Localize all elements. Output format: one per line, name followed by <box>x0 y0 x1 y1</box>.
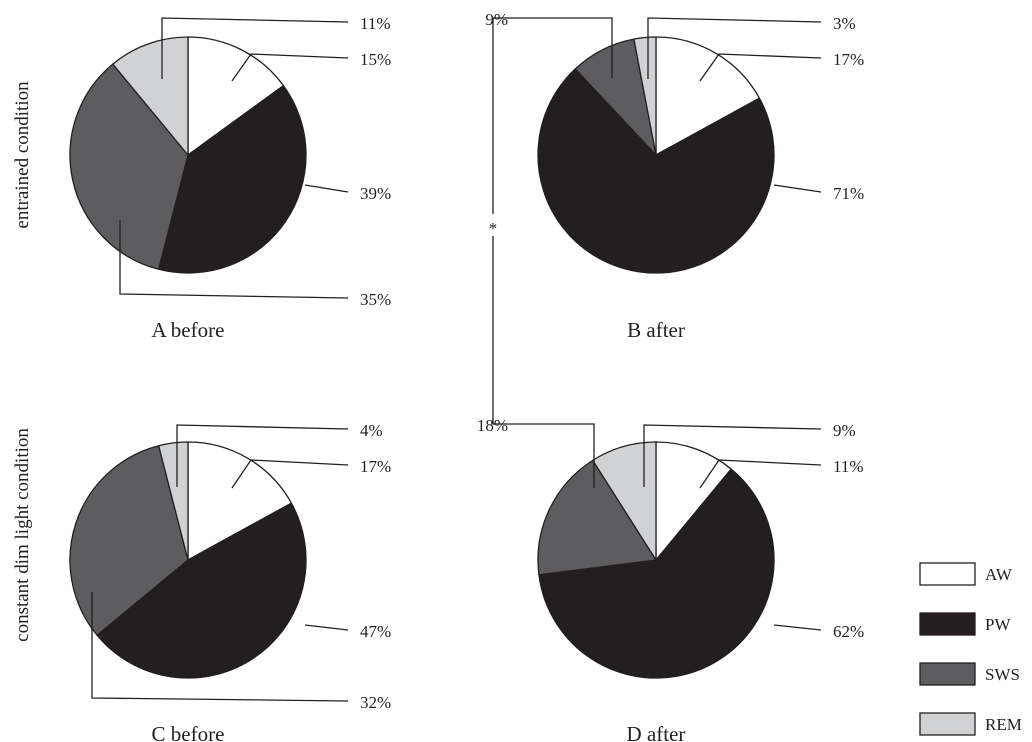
leader-line-rem <box>176 424 349 487</box>
pie-slice-aw <box>187 36 285 156</box>
leader-line-aw <box>699 53 822 82</box>
leader-line-pw <box>773 624 822 631</box>
row-label-entrained: entrained condition <box>12 81 33 229</box>
pie-slice-pw <box>158 84 307 274</box>
significance-bracket: * 9% 18% <box>477 10 613 488</box>
leader-line-pw <box>773 184 822 193</box>
slice-label-rem: 11% <box>360 14 391 33</box>
pie-slice-sws <box>69 445 189 636</box>
legend-label-sws: SWS <box>985 665 1020 684</box>
pie-slice-aw <box>655 36 761 156</box>
pie-slice-sws <box>69 63 189 270</box>
pie-slice-pw <box>538 468 775 679</box>
slice-label-aw: 17% <box>360 457 391 476</box>
significance-label-b-sws: 9% <box>485 10 508 29</box>
legend-swatch-aw <box>919 562 976 586</box>
leader-line-rem <box>643 424 822 487</box>
slice-label-rem: 4% <box>360 421 383 440</box>
pie-title: D after <box>627 722 686 742</box>
legend-label-pw: PW <box>985 615 1011 634</box>
pie-slice-pw <box>96 502 307 679</box>
leader-line-rem <box>161 17 349 79</box>
leader-line-aw <box>231 53 349 82</box>
slice-label-rem: 9% <box>833 421 856 440</box>
slice-label-aw: 11% <box>833 457 864 476</box>
legend-swatch-sws <box>919 662 976 686</box>
pie-slice-rem <box>592 441 657 561</box>
legend-swatch-rem <box>919 712 976 736</box>
legend-swatch-pw <box>919 612 976 636</box>
leader-line-pw <box>304 624 349 631</box>
pie-slice-aw <box>655 441 732 561</box>
slice-label-aw: 17% <box>833 50 864 69</box>
slice-label-pw: 47% <box>360 622 391 641</box>
leader-line-pw <box>304 184 349 193</box>
pie-slice-aw <box>187 441 293 561</box>
slice-label-sws: 35% <box>360 290 391 309</box>
pie-charts: 15% 39% 35% 11% A before 17% 71% 3% B after 17% 47… <box>69 14 864 742</box>
pie-slice-rem <box>633 36 657 156</box>
slice-label-sws: 32% <box>360 693 391 712</box>
slice-label-aw: 15% <box>360 50 391 69</box>
leader-line-aw <box>231 459 349 489</box>
pie-slice-sws <box>537 459 657 576</box>
pie-title: C before <box>152 722 225 742</box>
pie-title: B after <box>627 318 685 342</box>
slice-label-pw: 62% <box>833 622 864 641</box>
significance-label-d-sws: 18% <box>477 416 508 435</box>
leader-line-sws <box>119 220 349 299</box>
pie-slice-rem <box>158 441 189 561</box>
slice-label-pw: 71% <box>833 184 864 203</box>
slice-label-rem: 3% <box>833 14 856 33</box>
leader-line-aw <box>699 459 822 489</box>
leader-line-sws <box>91 592 349 702</box>
legend: AW PW SWS REM <box>919 562 1022 736</box>
leader-line-rem <box>647 17 822 79</box>
significance-asterisk: * <box>489 219 498 238</box>
row-label-constant-dim-light: constant dim light condition <box>12 428 33 642</box>
pie-title: A before <box>152 318 225 342</box>
legend-label-aw: AW <box>985 565 1013 584</box>
pie-slice-rem <box>112 36 189 156</box>
legend-label-rem: REM <box>985 715 1022 734</box>
pie-slice-pw <box>537 68 775 274</box>
slice-label-pw: 39% <box>360 184 391 203</box>
